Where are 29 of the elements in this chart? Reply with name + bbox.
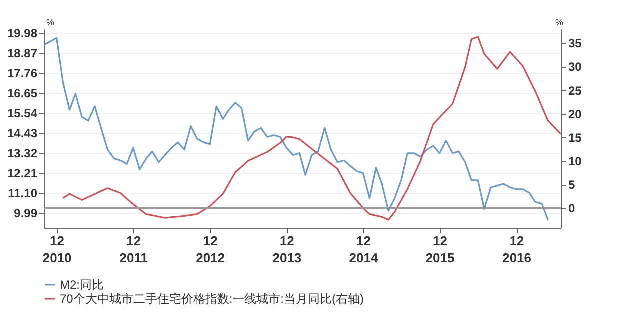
x-tick-label: 12 2014: [349, 234, 379, 266]
y2-tick-label: 0: [568, 202, 576, 216]
legend-label: 70个大中城市二手住宅价格指数:一线城市:当月同比(右轴): [60, 292, 364, 306]
y-tick-label: 9.99: [14, 206, 38, 221]
y-axis-title: %: [46, 18, 55, 28]
y-tick-label: 12.21: [7, 166, 38, 181]
y-tick-label: 16.65: [7, 86, 38, 100]
y-tick-label: 15.54: [7, 106, 38, 120]
x-tick-label: 12 2012: [196, 234, 226, 266]
x-tick-label: 12 2013: [272, 234, 302, 266]
legend-label: M2:同比: [60, 278, 104, 292]
y-tick-label: 11.10: [8, 186, 38, 201]
x-tick-label: 12 2015: [426, 234, 455, 266]
y2-tick-label: 10: [568, 154, 582, 169]
y2-tick-label: 20: [568, 107, 582, 122]
y-tick-label: 19.98: [7, 26, 38, 40]
y-tick-label: 13.32: [7, 146, 38, 161]
y-tick-label: 14.43: [7, 126, 38, 141]
y-tick-label: 18.87: [7, 46, 38, 60]
y-tick-label: 17.76: [7, 66, 38, 80]
y2-tick-label: 25: [568, 84, 582, 98]
x-tick-label: 12 2011: [120, 234, 148, 266]
x-tick-label: 12 2016: [502, 234, 532, 266]
y2-axis-title: %: [555, 18, 564, 28]
y2-tick-label: 35: [568, 36, 582, 51]
y2-tick-label: 15: [568, 130, 582, 145]
x-tick-label: 12 2010: [42, 234, 72, 266]
y2-tick-label: 5: [568, 178, 576, 192]
y2-tick-label: 30: [568, 60, 582, 74]
